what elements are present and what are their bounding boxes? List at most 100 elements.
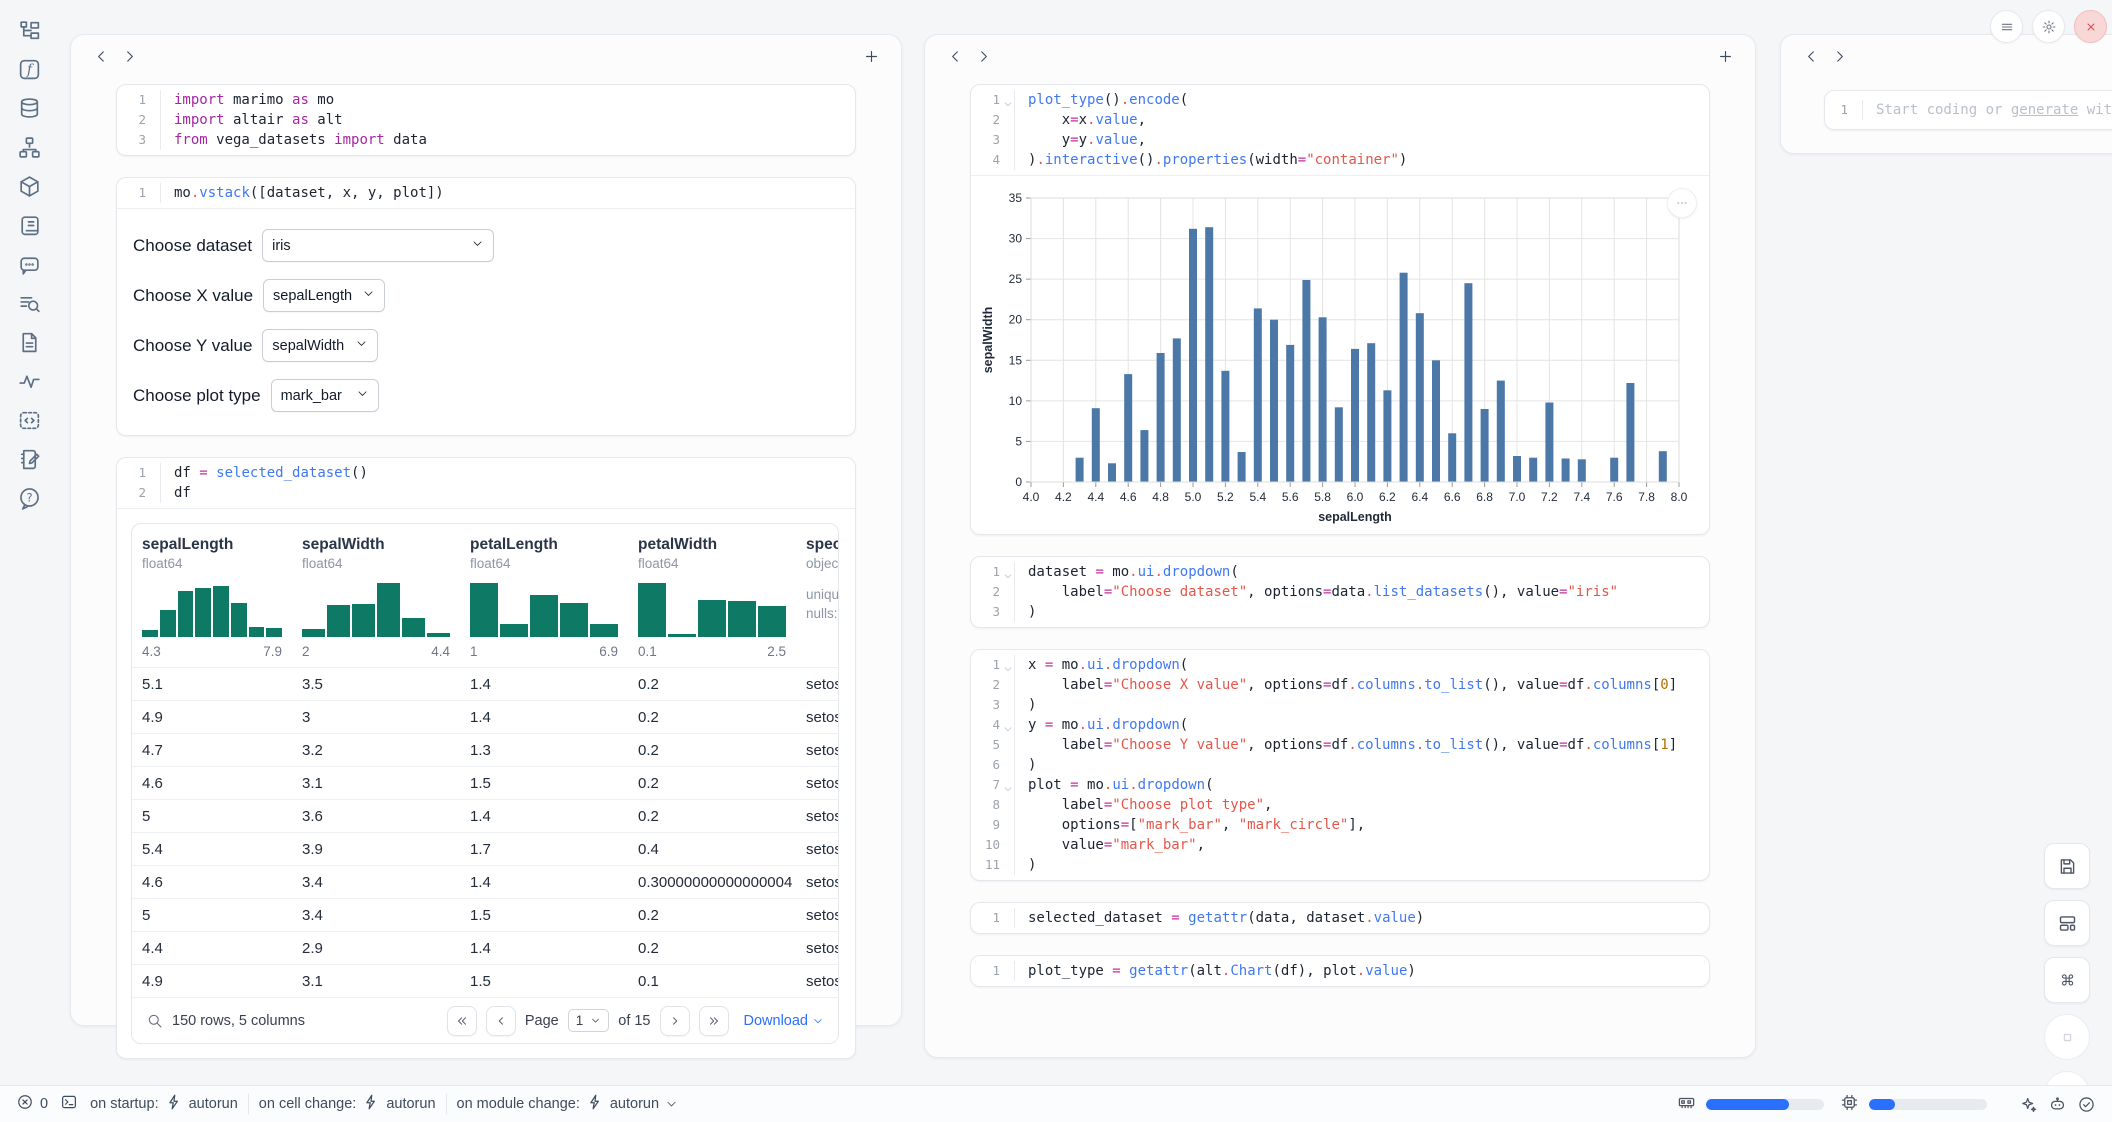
code-line: 1dataset = mo.ui.dropdown( [971, 562, 1709, 582]
code-cell-imports[interactable]: 1import marimo as mo2import altair as al… [116, 84, 856, 156]
table-header-row: sepalLengthfloat644.37.9sepalWidthfloat6… [132, 524, 838, 667]
first-page-button[interactable] [447, 1006, 477, 1036]
svg-text:⌘: ⌘ [2060, 971, 2075, 989]
altair-bar-chart[interactable]: 4.04.24.44.64.85.05.25.45.65.86.06.26.46… [979, 188, 1695, 528]
page-number-select[interactable]: 1 [568, 1009, 610, 1032]
table-cell: 3.5 [292, 676, 460, 693]
table-cell: 0.2 [628, 709, 796, 726]
table-row: 4.42.91.40.2setosa [132, 931, 838, 964]
empty-code-cell[interactable]: 1 Start coding or generate with AI [1824, 90, 2112, 130]
logs-icon[interactable] [17, 291, 42, 316]
side-actions: ⌘ [2044, 843, 2090, 1117]
control-label: Choose Y value [133, 336, 252, 356]
nav-forward-button[interactable] [969, 42, 997, 70]
column-header-sepalLength[interactable]: sepalLengthfloat644.37.9 [132, 524, 292, 667]
shutdown-button[interactable] [2074, 10, 2107, 43]
code-cell-xy-plot-dropdowns[interactable]: 1x = mo.ui.dropdown(2 label="Choose X va… [970, 649, 1710, 881]
table-cell: 1.5 [460, 973, 628, 990]
code-cell-dataset-dropdown[interactable]: 1dataset = mo.ui.dropdown(2 label="Choos… [970, 556, 1710, 628]
database-icon[interactable] [17, 96, 42, 121]
fold-chevron-icon[interactable] [1003, 567, 1013, 577]
fold-chevron-icon[interactable] [1003, 95, 1013, 105]
notebook-menu-button[interactable] [1990, 10, 2023, 43]
layout-toggle-button[interactable] [2044, 900, 2090, 946]
nav-forward-button[interactable] [1825, 42, 1853, 70]
code-cell-vstack[interactable]: 1mo.vstack([dataset, x, y, plot]) Choose … [116, 177, 856, 436]
sitemap-icon[interactable] [17, 135, 42, 160]
terminal-button[interactable] [60, 1093, 78, 1115]
script-icon[interactable] [17, 213, 42, 238]
code-editor[interactable]: 1mo.vstack([dataset, x, y, plot]) [117, 178, 855, 208]
snippets-icon[interactable] [17, 408, 42, 433]
connection-status-button[interactable] [2077, 1095, 2096, 1114]
scratchpad-icon[interactable] [17, 447, 42, 472]
code-text: selected_dataset = getattr(data, dataset… [1015, 908, 1424, 928]
stop-kernel-button[interactable] [2044, 1014, 2090, 1060]
control-row: Choose X valuesepalLength [133, 279, 839, 312]
settings-button[interactable] [2032, 10, 2065, 43]
runtime-config-1[interactable]: on cell change:autorun [259, 1093, 436, 1115]
add-cell-button[interactable] [857, 42, 885, 70]
file-tree-icon[interactable] [17, 18, 42, 43]
line-number-gutter: 2 [971, 582, 1015, 602]
add-cell-button[interactable] [1711, 42, 1739, 70]
code-cell-selected-dataset[interactable]: 1selected_dataset = getattr(data, datase… [970, 902, 1710, 934]
code-editor[interactable]: 1selected_dataset = getattr(data, datase… [971, 903, 1709, 933]
code-text: y=y.value, [1015, 130, 1146, 150]
chart-options-button[interactable] [1667, 188, 1697, 218]
column-header-sepalWidth[interactable]: sepalWidthfloat6424.4 [292, 524, 460, 667]
code-editor[interactable]: 1x = mo.ui.dropdown(2 label="Choose X va… [971, 650, 1709, 880]
nav-forward-button[interactable] [115, 42, 143, 70]
nav-back-button[interactable] [941, 42, 969, 70]
code-editor[interactable]: 1df = selected_dataset()2df [117, 458, 855, 508]
code-cell-plot-type[interactable]: 1plot_type = getattr(alt.Chart(df), plot… [970, 955, 1710, 987]
download-button[interactable]: Download [744, 1013, 825, 1029]
errors-indicator[interactable]: 0 [16, 1093, 48, 1115]
function-icon[interactable]: f [17, 57, 42, 82]
table-cell: 0.2 [628, 676, 796, 693]
code-text: plot = mo.ui.dropdown( [1015, 775, 1214, 795]
document-icon[interactable] [17, 330, 42, 355]
runtime-config-0[interactable]: on startup:autorun [90, 1093, 238, 1115]
code-editor[interactable]: 1plot_type = getattr(alt.Chart(df), plot… [971, 956, 1709, 986]
previous-page-button[interactable] [486, 1006, 516, 1036]
choose-plot-type-select[interactable]: mark_bar [271, 379, 379, 412]
fold-chevron-icon[interactable] [1003, 720, 1013, 730]
code-cell-dataframe[interactable]: 1df = selected_dataset()2df sepalLengthfl… [116, 457, 856, 1059]
choose-dataset-select[interactable]: iris [262, 229, 494, 262]
fold-chevron-icon[interactable] [1003, 780, 1013, 790]
save-button[interactable] [2044, 843, 2090, 889]
package-icon[interactable] [17, 174, 42, 199]
histogram-bar [160, 610, 176, 637]
code-cell-plot-cell[interactable]: 1plot_type().encode(2 x=x.value,3 y=y.va… [970, 84, 1710, 535]
table-row: 5.13.51.40.2setosa [132, 667, 838, 700]
chat-bot-icon[interactable] [17, 252, 42, 277]
code-editor[interactable]: 1plot_type().encode(2 x=x.value,3 y=y.va… [971, 85, 1709, 175]
code-line: 1 Start coding or generate with AI [1825, 91, 2112, 129]
code-line: 10 value="mark_bar", [971, 835, 1709, 855]
copilot-button[interactable] [2048, 1095, 2067, 1114]
ai-assistant-button[interactable] [2019, 1095, 2038, 1114]
line-number-gutter: 6 [971, 755, 1015, 775]
choose-y-value-select[interactable]: sepalWidth [262, 329, 378, 362]
generate-link[interactable]: generate [2011, 102, 2078, 118]
runtime-config-2[interactable]: on module change:autorun [457, 1093, 679, 1115]
histogram-bar [728, 601, 756, 637]
column-header-petalLength[interactable]: petalLengthfloat6416.9 [460, 524, 628, 667]
column-header-species[interactable]: speciesobjectunique:nulls: [796, 524, 838, 667]
code-editor[interactable]: 1dataset = mo.ui.dropdown(2 label="Choos… [971, 557, 1709, 627]
last-page-button[interactable] [699, 1006, 729, 1036]
nav-back-button[interactable] [1797, 42, 1825, 70]
nav-back-button[interactable] [87, 42, 115, 70]
code-editor[interactable]: 1import marimo as mo2import altair as al… [117, 85, 855, 155]
table-row: 4.63.11.50.2setosa [132, 766, 838, 799]
activity-icon[interactable] [17, 369, 42, 394]
next-page-button[interactable] [660, 1006, 690, 1036]
choose-x-value-select[interactable]: sepalLength [263, 279, 385, 312]
help-icon[interactable]: ? [17, 486, 42, 511]
fold-chevron-icon[interactable] [1003, 660, 1013, 670]
search-icon[interactable] [146, 1012, 163, 1029]
layout-icon [2057, 913, 2078, 934]
column-header-petalWidth[interactable]: petalWidthfloat640.12.5 [628, 524, 796, 667]
command-palette-button[interactable]: ⌘ [2044, 957, 2090, 1003]
